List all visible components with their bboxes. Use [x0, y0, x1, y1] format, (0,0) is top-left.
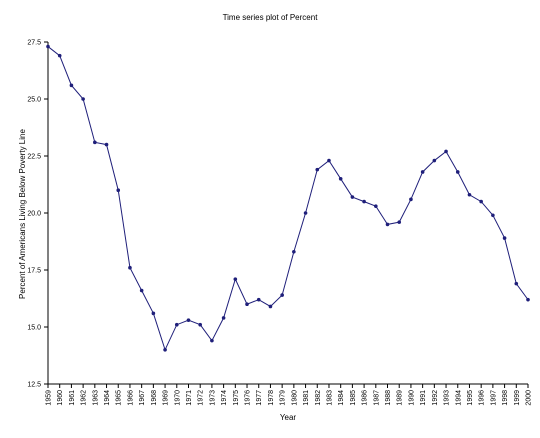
- x-tick-label: 1966: [127, 390, 134, 406]
- x-tick-label: 1994: [455, 390, 462, 406]
- data-point: [374, 204, 378, 208]
- data-point: [350, 195, 355, 199]
- data-point: [186, 318, 191, 322]
- data-point: [221, 316, 226, 320]
- x-tick-label: 1997: [490, 390, 497, 406]
- x-tick-label: 1978: [268, 390, 275, 406]
- series-line: [47, 46, 529, 352]
- x-tick-label: 1995: [467, 390, 474, 406]
- series: [46, 44, 530, 352]
- data-point: [69, 83, 74, 88]
- x-tick-label: 1986: [362, 390, 369, 406]
- x-tick-label: 1963: [92, 390, 99, 406]
- x-tick-label: 1988: [385, 390, 392, 406]
- x-tick-label: 1962: [81, 390, 88, 406]
- y-tick-label: 20.0: [27, 211, 41, 218]
- x-tick-label: 1975: [233, 390, 240, 406]
- y-tick-label: 12.5: [27, 382, 41, 389]
- y-tick-label: 25.0: [27, 97, 41, 104]
- x-tick-label: 1972: [198, 390, 205, 406]
- data-point: [420, 170, 425, 174]
- data-point: [116, 188, 121, 192]
- data-point: [362, 199, 366, 204]
- data-point: [467, 192, 472, 197]
- data-point: [256, 297, 261, 302]
- data-point: [104, 142, 109, 147]
- chart-title: Time series plot of Percent: [223, 13, 319, 22]
- data-point: [93, 140, 97, 145]
- x-tick-label: 1999: [514, 390, 521, 406]
- x-tick-label: 1970: [174, 390, 181, 406]
- x-tick-label: 1973: [209, 390, 216, 406]
- data-point: [315, 167, 320, 172]
- data-point: [514, 281, 519, 286]
- x-tick-label: 1967: [139, 390, 146, 406]
- data-point: [198, 322, 202, 327]
- x-tick-label: 1984: [338, 390, 345, 406]
- x-tick-label: 1976: [245, 390, 252, 406]
- x-axis-label: Year: [280, 413, 297, 422]
- y-axis-label: Percent of Americans Living Below Povert…: [18, 129, 27, 299]
- y-tick-label: 27.5: [27, 40, 41, 47]
- y-tick-label: 22.5: [27, 154, 41, 161]
- x-tick-label: 1974: [221, 390, 228, 406]
- data-point: [128, 265, 132, 270]
- x-tick-label: 1981: [303, 390, 310, 406]
- x-tick-label: 1969: [163, 390, 170, 406]
- data-point: [303, 211, 308, 215]
- data-point: [432, 158, 437, 163]
- data-point: [491, 213, 495, 218]
- data-point: [409, 197, 413, 202]
- data-point: [151, 311, 156, 316]
- data-point: [327, 158, 331, 163]
- data-point: [163, 348, 167, 352]
- data-point: [245, 302, 249, 307]
- data-point: [338, 177, 343, 181]
- x-tick-label: 1996: [479, 390, 486, 406]
- x-tick-label: 1982: [315, 390, 322, 406]
- data-point: [81, 97, 85, 101]
- y-axis: 12.5 15.0 17.5 20.0 22.5 25.0 27.5: [27, 40, 49, 389]
- x-tick-label: 1991: [420, 390, 427, 406]
- x-tick-label: 1989: [397, 390, 404, 406]
- data-point: [385, 222, 390, 227]
- data-point: [280, 293, 284, 297]
- x-tick-label: 1983: [326, 390, 333, 406]
- x-tick-label: 2000: [526, 390, 533, 406]
- x-tick-label: 1992: [432, 390, 439, 406]
- data-point: [268, 304, 273, 309]
- x-tick-label: 1968: [151, 390, 158, 406]
- x-tick-label: 1987: [373, 390, 380, 406]
- data-point: [233, 277, 238, 281]
- x-tick-label: 1980: [291, 390, 298, 406]
- y-tick-label: 15.0: [27, 325, 41, 332]
- data-point: [292, 249, 296, 254]
- x-tick-label: 1993: [444, 390, 451, 406]
- data-point: [455, 170, 460, 174]
- data-point: [174, 322, 179, 327]
- x-tick-label: 1985: [350, 390, 357, 406]
- data-point: [444, 149, 448, 154]
- x-tick-label: 1959: [46, 390, 53, 406]
- x-tick-label: 1979: [280, 390, 287, 406]
- data-point: [397, 220, 402, 224]
- data-point: [46, 44, 50, 49]
- x-tick-label: 1960: [57, 390, 64, 406]
- data-point: [210, 338, 214, 343]
- data-point: [139, 288, 144, 293]
- x-axis: 1959 1960 1961 1962 1963 1964 1965 1966 1967 1968…: [46, 383, 533, 406]
- y-tick-label: 17.5: [27, 268, 41, 275]
- x-tick-label: 1998: [502, 390, 509, 406]
- data-point: [502, 236, 507, 240]
- x-tick-label: 1990: [408, 390, 415, 406]
- x-tick-label: 1971: [186, 390, 193, 406]
- x-tick-label: 1961: [69, 390, 76, 406]
- data-point: [479, 199, 483, 204]
- x-tick-label: 1965: [116, 390, 123, 406]
- data-point: [57, 53, 62, 58]
- x-tick-label: 1977: [256, 390, 263, 406]
- data-point: [526, 297, 530, 302]
- x-tick-label: 1964: [104, 390, 111, 406]
